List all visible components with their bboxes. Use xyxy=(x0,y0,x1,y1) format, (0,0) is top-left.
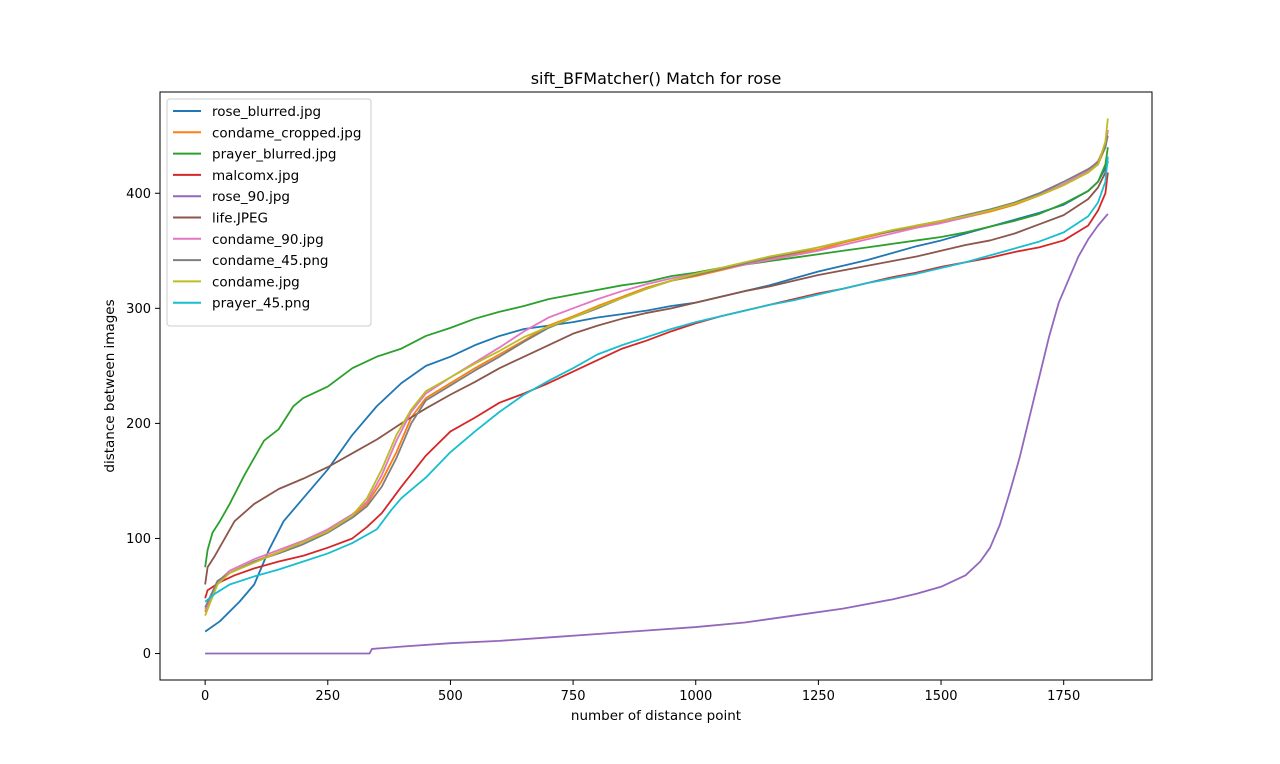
series-line-rose-90-jpg xyxy=(205,213,1109,655)
x-axis: 0 250 500 750 1000 1250 1500 1750 xyxy=(201,680,1080,704)
legend-box xyxy=(166,98,372,327)
y-tick-label: 400 xyxy=(126,187,151,202)
x-tick-label: 750 xyxy=(561,689,586,704)
series-line-life-jpeg xyxy=(204,160,1109,585)
legend-label-condame-90-jpg: condame_90.jpg xyxy=(212,232,324,248)
legend-label-condame-jpg: condame.jpg xyxy=(212,274,300,290)
x-tick-label: 0 xyxy=(201,689,209,704)
legend-label-prayer-blurred-jpg: prayer_blurred.jpg xyxy=(212,147,337,163)
series-line-malcomx-jpg xyxy=(204,172,1109,599)
x-tick-label: 1250 xyxy=(802,689,835,704)
legend-label-prayer-45-png: prayer_45.png xyxy=(212,296,310,312)
x-tick-label: 1750 xyxy=(1047,689,1080,704)
y-tick-label: 100 xyxy=(126,532,151,547)
legend-label-rose-90-jpg: rose_90.jpg xyxy=(212,189,290,205)
series-layer xyxy=(204,118,1109,655)
legend-label-malcomx-jpg: malcomx.jpg xyxy=(212,168,299,184)
x-tick-label: 250 xyxy=(315,689,340,704)
y-axis-label: distance between images xyxy=(102,299,118,472)
legend-label-life-jpeg: life.JPEG xyxy=(212,211,268,227)
legend-label-rose-blurred-jpg: rose_blurred.jpg xyxy=(212,104,321,120)
series-line-prayer-45-png xyxy=(204,156,1109,603)
series-line-condame-jpg xyxy=(204,118,1109,616)
legend-label-condame-45-png: condame_45.png xyxy=(212,253,328,269)
x-tick-label: 500 xyxy=(438,689,463,704)
x-axis-label: number of distance point xyxy=(571,708,741,724)
x-tick-label: 1500 xyxy=(924,689,957,704)
y-tick-label: 0 xyxy=(143,647,151,662)
y-tick-label: 200 xyxy=(126,417,151,432)
y-axis: 0 100 200 300 400 xyxy=(126,187,160,662)
series-line-prayer-blurred-jpg xyxy=(204,147,1109,568)
x-tick-label: 1000 xyxy=(679,689,712,704)
y-tick-label: 300 xyxy=(126,302,151,317)
legend-label-condame-cropped-jpg: condame_cropped.jpg xyxy=(212,125,361,141)
legend: rose_blurred.jpg condame_cropped.jpgpraye… xyxy=(166,98,372,327)
plot-area-frame xyxy=(159,91,1153,681)
chart-title: sift_BFMatcher() Match for rose xyxy=(531,69,782,89)
